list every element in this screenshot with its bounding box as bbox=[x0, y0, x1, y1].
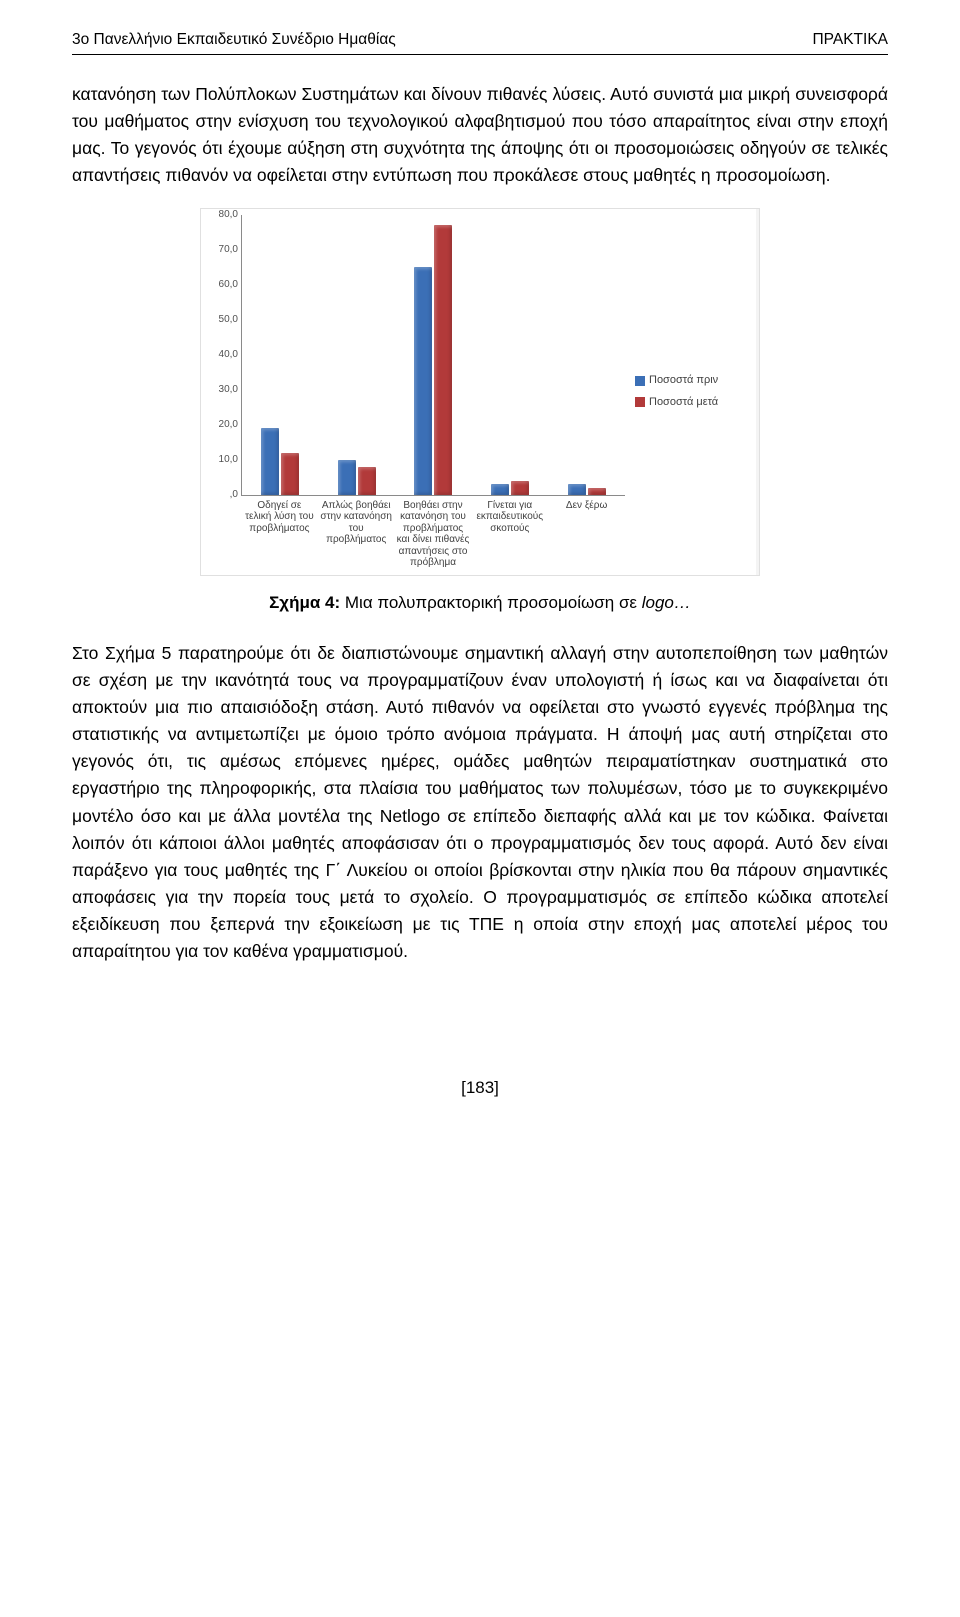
bar-chart: ,010,020,030,040,050,060,070,080,0 Οδηγε… bbox=[200, 208, 760, 576]
y-tick-label: 70,0 bbox=[208, 242, 238, 258]
bar-group bbox=[319, 215, 396, 495]
page-header: 3ο Πανελλήνιο Εκπαιδευτικό Συνέδριο Ημαθ… bbox=[72, 28, 888, 55]
bar bbox=[511, 481, 529, 495]
chart-legend: Ποσοστά πριν Ποσοστά μετά bbox=[629, 215, 755, 569]
x-axis-label: Γίνεται για εκπαιδευτικούς σκοπούς bbox=[471, 500, 548, 569]
bar-group bbox=[242, 215, 319, 495]
caption-label: Σχήμα 4: bbox=[269, 593, 345, 612]
chart-plot-column: ,010,020,030,040,050,060,070,080,0 Οδηγε… bbox=[207, 215, 629, 569]
bar-row bbox=[242, 215, 625, 495]
bar bbox=[261, 428, 279, 495]
bar bbox=[358, 467, 376, 495]
x-axis-labels: Οδηγεί σε τελική λύση του προβλήματοςΑπλ… bbox=[241, 500, 625, 569]
bar bbox=[588, 488, 606, 495]
bar bbox=[414, 267, 432, 495]
bar bbox=[491, 484, 509, 495]
x-axis-label: Δεν ξέρω bbox=[548, 500, 625, 569]
x-axis-label: Οδηγεί σε τελική λύση του προβλήματος bbox=[241, 500, 318, 569]
bar-group bbox=[395, 215, 472, 495]
y-tick-label: 80,0 bbox=[208, 207, 238, 223]
plot-area: ,010,020,030,040,050,060,070,080,0 bbox=[241, 215, 625, 496]
header-left: 3ο Πανελλήνιο Εκπαιδευτικό Συνέδριο Ημαθ… bbox=[72, 28, 396, 52]
legend-item: Ποσοστά πριν bbox=[635, 372, 755, 389]
page: 3ο Πανελλήνιο Εκπαιδευτικό Συνέδριο Ημαθ… bbox=[0, 0, 960, 1142]
bar-group bbox=[472, 215, 549, 495]
bar bbox=[434, 225, 452, 495]
y-tick-label: 40,0 bbox=[208, 347, 238, 363]
legend-swatch bbox=[635, 397, 645, 407]
y-tick-label: 50,0 bbox=[208, 312, 238, 328]
x-axis-label: Απλώς βοηθάει στην κατανόηση του προβλήμ… bbox=[318, 500, 395, 569]
legend-swatch bbox=[635, 376, 645, 386]
y-tick-label: 20,0 bbox=[208, 417, 238, 433]
legend-item: Ποσοστά μετά bbox=[635, 394, 755, 411]
bar bbox=[568, 484, 586, 495]
paragraph-1: κατανόηση των Πολύπλοκων Συστημάτων και … bbox=[72, 81, 888, 190]
x-axis-label: Βοηθάει στην κατανόηση του προβλήματος κ… bbox=[395, 500, 472, 569]
caption-text: Μια πολυπρακτορική προσομοίωση σε bbox=[345, 593, 642, 612]
y-tick-label: 60,0 bbox=[208, 277, 238, 293]
legend-label: Ποσοστά μετά bbox=[649, 394, 718, 411]
bar-group bbox=[548, 215, 625, 495]
bar bbox=[281, 453, 299, 495]
page-number: [183] bbox=[72, 1075, 888, 1101]
y-tick-label: 10,0 bbox=[208, 452, 238, 468]
legend-label: Ποσοστά πριν bbox=[649, 372, 718, 389]
figure-caption: Σχήμα 4: Μια πολυπρακτορική προσομοίωση … bbox=[72, 590, 888, 616]
bar bbox=[338, 460, 356, 495]
header-right: ΠΡΑΚΤΙΚΑ bbox=[812, 28, 888, 52]
y-tick-label: ,0 bbox=[208, 487, 238, 503]
paragraph-2: Στο Σχήμα 5 παρατηρούμε ότι δε διαπιστών… bbox=[72, 640, 888, 966]
y-tick-label: 30,0 bbox=[208, 382, 238, 398]
chart-inner: ,010,020,030,040,050,060,070,080,0 Οδηγε… bbox=[201, 209, 759, 575]
caption-italic: logo… bbox=[642, 593, 691, 612]
